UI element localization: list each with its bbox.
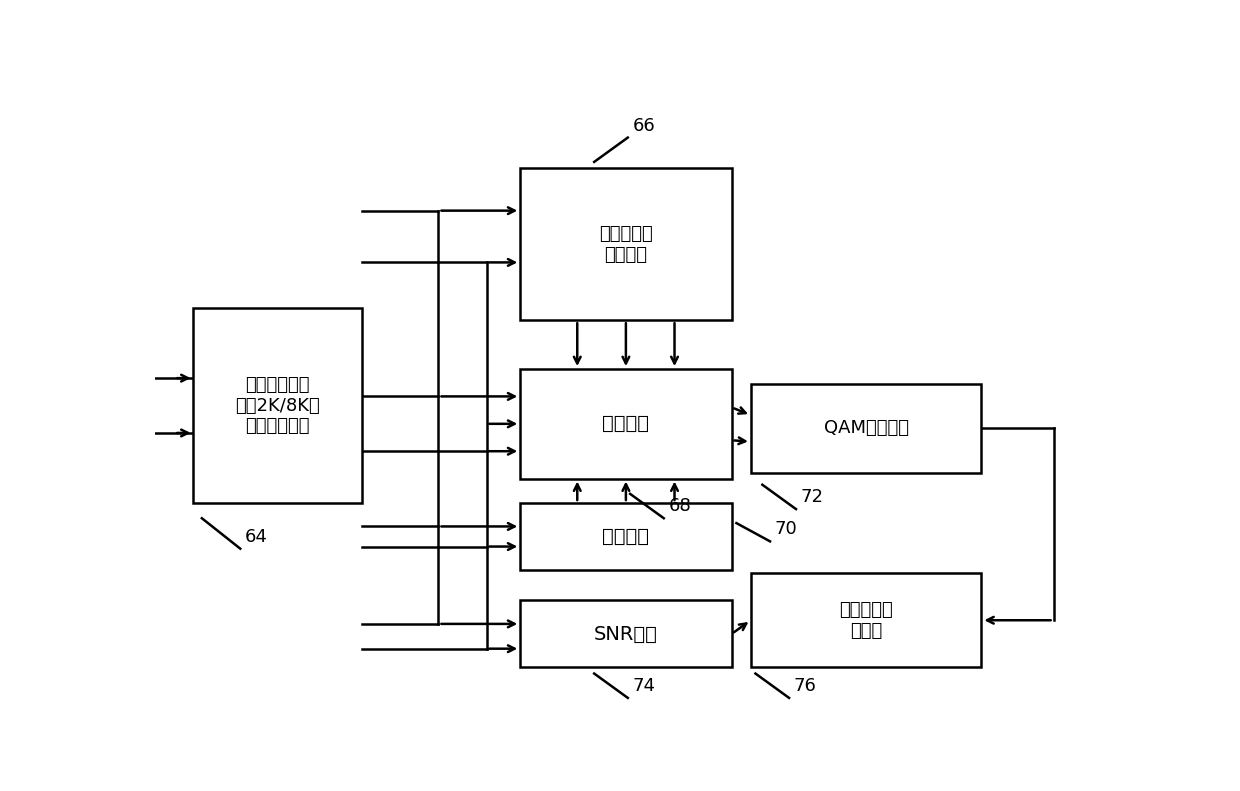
Bar: [521, 600, 732, 668]
Bar: [521, 503, 732, 570]
Text: SNR估测: SNR估测: [594, 624, 658, 643]
Text: 72: 72: [801, 488, 823, 506]
Bar: [751, 573, 982, 668]
Text: 通道估测: 通道估测: [603, 527, 650, 546]
Bar: [521, 369, 732, 479]
Bar: [751, 384, 982, 472]
Text: QAM对应装置: QAM对应装置: [823, 419, 909, 437]
Text: 传输参数信
令解码器: 传输参数信 令解码器: [599, 225, 652, 263]
Text: 正交频分复用
解码2K/8K快
速傅立叶转换: 正交频分复用 解码2K/8K快 速傅立叶转换: [236, 376, 320, 435]
Bar: [193, 308, 362, 503]
Text: 66: 66: [632, 116, 656, 134]
Text: 64: 64: [246, 528, 268, 546]
Text: 维特比输入
处理器: 维特比输入 处理器: [839, 601, 893, 640]
Text: 通道更正: 通道更正: [603, 414, 650, 433]
Text: 74: 74: [632, 677, 656, 694]
Text: 68: 68: [668, 498, 692, 515]
Text: 76: 76: [794, 677, 817, 694]
Bar: [521, 168, 732, 320]
Text: 70: 70: [775, 520, 797, 539]
